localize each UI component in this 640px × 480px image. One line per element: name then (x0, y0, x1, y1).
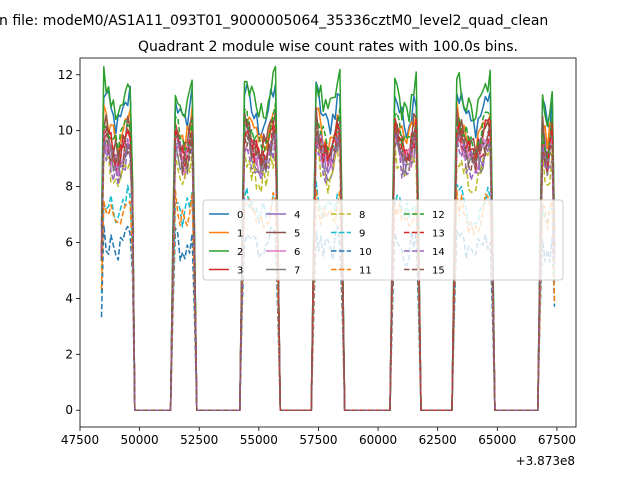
legend-label-3: 3 (237, 266, 243, 277)
legend-label-0: 0 (237, 210, 243, 221)
chart-title: Quadrant 2 module wise count rates with … (138, 39, 518, 55)
legend-label-14: 14 (432, 247, 445, 258)
legend-label-6: 6 (294, 247, 300, 258)
y-tick-label: 12 (58, 68, 73, 82)
x-tick-label: 60000 (359, 433, 397, 447)
legend-label-12: 12 (432, 210, 445, 221)
legend-label-13: 13 (432, 229, 445, 240)
y-tick-label: 6 (65, 236, 73, 250)
legend-label-1: 1 (237, 229, 243, 240)
series-line-2 (100, 65, 556, 411)
x-tick-label: 57500 (299, 433, 337, 447)
figure-suptitle: n file: modeM0/AS1A11_093T01_9000005064_… (0, 13, 548, 29)
series-line-15 (100, 124, 556, 411)
legend-box (202, 199, 564, 281)
series-line-8 (100, 143, 556, 411)
x-offset-label: +3.873e8 (516, 454, 575, 468)
y-tick-label: 10 (58, 124, 73, 138)
legend-label-8: 8 (359, 210, 365, 221)
legend-label-15: 15 (432, 266, 445, 277)
y-tick-label: 0 (65, 403, 73, 417)
y-tick-label: 8 (65, 180, 73, 194)
legend-label-5: 5 (294, 229, 300, 240)
y-tick-label: 2 (65, 347, 73, 361)
y-axis: 0 2 4 6 8 10 12 (58, 68, 80, 417)
legend-label-9: 9 (359, 229, 365, 240)
legend-label-7: 7 (294, 266, 300, 277)
x-axis: 47500 50000 52500 55000 57500 60000 62500 65000… (61, 427, 576, 447)
legend-label-4: 4 (294, 210, 300, 221)
x-tick-label: 47500 (61, 433, 99, 447)
legend-label-11: 11 (359, 266, 372, 277)
legend-label-2: 2 (237, 247, 243, 258)
legend-label-10: 10 (359, 247, 372, 258)
x-tick-label: 55000 (240, 433, 278, 447)
x-tick-label: 52500 (180, 433, 218, 447)
series-line-12 (100, 102, 556, 411)
x-tick-label: 67500 (538, 433, 576, 447)
y-tick-label: 4 (65, 291, 73, 305)
series-line-0 (100, 81, 556, 411)
series-line-14 (100, 131, 556, 411)
series-line-7 (100, 127, 556, 411)
x-tick-label: 65000 (478, 433, 516, 447)
x-tick-label: 50000 (121, 433, 159, 447)
x-tick-label: 62500 (419, 433, 457, 447)
